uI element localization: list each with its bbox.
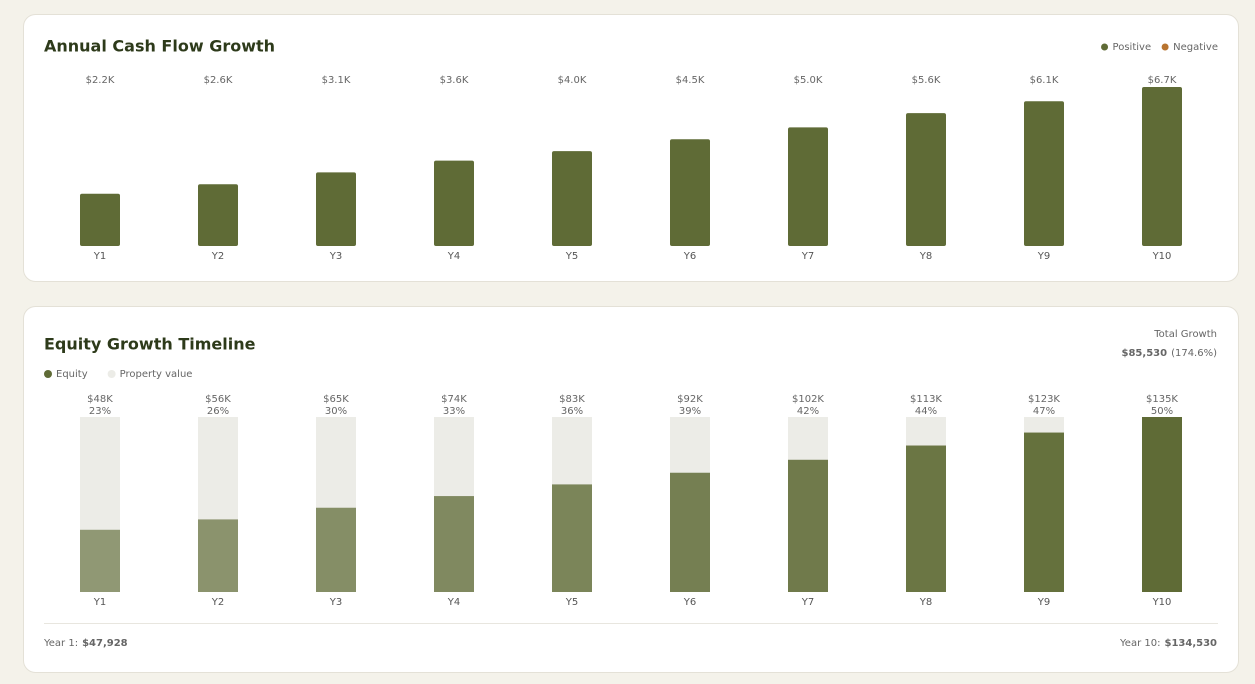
bar [788, 459, 828, 592]
x-tick-label: Y8 [919, 597, 932, 608]
legend-dot [1161, 43, 1169, 51]
chart-title: Equity Growth Timeline [44, 335, 256, 354]
legend-dot [44, 370, 52, 378]
value-label: $65K [323, 394, 349, 405]
share-label: 26% [207, 406, 229, 417]
summary-percent: (174.6%) [1171, 348, 1217, 359]
bar [316, 507, 356, 592]
x-tick-label: Y1 [93, 251, 106, 262]
value-label: $123K [1028, 394, 1060, 405]
summary-value: $85,530 [1122, 348, 1168, 359]
footer-label: Year 1: [43, 638, 78, 649]
share-label: 36% [561, 406, 583, 417]
bar [1024, 432, 1064, 592]
value-label: $4.5K [676, 75, 705, 86]
bar [80, 193, 120, 246]
chart-title: Annual Cash Flow Growth [44, 37, 275, 56]
footer-value: $47,928 [82, 638, 128, 649]
value-label: $135K [1146, 394, 1178, 405]
value-label: $3.1K [322, 75, 351, 86]
share-label: 23% [89, 406, 111, 417]
bar [316, 172, 356, 246]
legend-label: Equity [56, 369, 88, 380]
bar [788, 127, 828, 246]
bar [198, 184, 238, 246]
bar [670, 472, 710, 592]
x-tick-label: Y8 [919, 251, 932, 262]
legend-dot [1101, 43, 1109, 51]
bar [198, 519, 238, 592]
footer-value: $134,530 [1164, 638, 1217, 649]
share-label: 47% [1033, 406, 1055, 417]
value-label: $3.6K [440, 75, 469, 86]
x-tick-label: Y2 [211, 251, 224, 262]
value-label: $2.6K [204, 75, 233, 86]
legend-label: Property value [120, 369, 193, 380]
bar [670, 139, 710, 246]
x-tick-label: Y6 [683, 597, 696, 608]
value-label: $48K [87, 394, 113, 405]
bar [906, 113, 946, 246]
value-label: $6.7K [1148, 75, 1177, 86]
x-tick-label: Y3 [329, 597, 342, 608]
x-tick-label: Y10 [1152, 597, 1172, 608]
x-tick-label: Y1 [93, 597, 106, 608]
bar [906, 445, 946, 592]
bar [434, 496, 474, 592]
x-tick-label: Y3 [329, 251, 342, 262]
value-label: $113K [910, 394, 942, 405]
legend-label: Positive [1113, 42, 1152, 53]
x-tick-label: Y9 [1037, 597, 1050, 608]
value-label: $4.0K [558, 75, 587, 86]
share-label: 50% [1151, 406, 1173, 417]
share-label: 33% [443, 406, 465, 417]
summary-label: Total Growth [1153, 329, 1217, 340]
bar [434, 160, 474, 246]
share-label: 39% [679, 406, 701, 417]
x-tick-label: Y5 [565, 251, 578, 262]
x-tick-label: Y4 [447, 597, 460, 608]
share-label: 30% [325, 406, 347, 417]
bar [1024, 101, 1064, 247]
bar [552, 484, 592, 592]
value-label: $92K [677, 394, 703, 405]
share-label: 42% [797, 406, 819, 417]
x-tick-label: Y7 [801, 597, 814, 608]
value-label: $5.0K [794, 75, 823, 86]
footer-label: Year 10: [1119, 638, 1160, 649]
x-tick-label: Y6 [683, 251, 696, 262]
value-label: $5.6K [912, 75, 941, 86]
value-label: $102K [792, 394, 824, 405]
share-label: 44% [915, 406, 937, 417]
bar [80, 529, 120, 592]
bar [1142, 87, 1182, 246]
value-label: $2.2K [86, 75, 115, 86]
bar [1142, 417, 1182, 592]
x-tick-label: Y10 [1152, 251, 1172, 262]
x-tick-label: Y5 [565, 597, 578, 608]
value-label: $56K [205, 394, 231, 405]
x-tick-label: Y2 [211, 597, 224, 608]
x-tick-label: Y4 [447, 251, 460, 262]
legend-label: Negative [1173, 42, 1218, 53]
value-label: $83K [559, 394, 585, 405]
value-label: $6.1K [1030, 75, 1059, 86]
legend-dot [107, 370, 116, 378]
bar [552, 151, 592, 246]
value-label: $74K [441, 394, 467, 405]
x-tick-label: Y9 [1037, 251, 1050, 262]
x-tick-label: Y7 [801, 251, 814, 262]
